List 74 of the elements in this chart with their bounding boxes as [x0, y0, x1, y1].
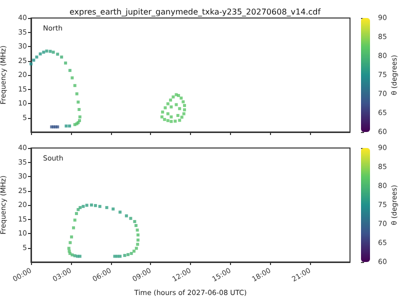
point [72, 226, 76, 230]
point [176, 114, 180, 117]
point [130, 252, 133, 255]
point [166, 102, 170, 106]
point [78, 108, 81, 111]
point [134, 246, 138, 250]
point [45, 50, 48, 53]
point [177, 94, 180, 98]
point [113, 254, 116, 258]
point [164, 106, 167, 110]
point [85, 204, 88, 207]
point [136, 228, 139, 232]
point [136, 238, 140, 242]
point [35, 56, 38, 59]
point [68, 241, 72, 244]
point [90, 204, 93, 206]
point [52, 50, 55, 54]
point [70, 235, 74, 238]
point [174, 103, 178, 106]
point [170, 115, 173, 118]
point [174, 120, 177, 123]
point [75, 92, 78, 96]
point [118, 210, 122, 214]
point [118, 254, 122, 258]
point [134, 224, 138, 228]
point [136, 233, 140, 236]
point [166, 119, 170, 122]
point [178, 107, 182, 110]
point [170, 120, 173, 123]
point [166, 112, 170, 116]
point [68, 124, 72, 128]
point [123, 254, 126, 257]
point [124, 214, 128, 218]
point [42, 50, 46, 54]
point [73, 218, 76, 222]
point [169, 98, 172, 102]
point [161, 110, 164, 114]
point [76, 100, 80, 104]
point [48, 50, 52, 53]
point [129, 216, 132, 220]
point [133, 220, 136, 224]
point [70, 76, 74, 80]
point [170, 105, 173, 108]
point [64, 62, 68, 65]
point [105, 206, 108, 210]
point [180, 116, 184, 119]
point [30, 62, 32, 66]
chart-title: expres_earth_jupiter_ganymede_txka-y235_20270608_v14.cdf [69, 8, 321, 16]
point [64, 124, 68, 128]
point [126, 253, 130, 256]
point [78, 115, 82, 118]
point [160, 115, 164, 118]
point [68, 68, 72, 72]
point [38, 52, 42, 56]
point [180, 96, 183, 100]
point [56, 52, 60, 56]
point [163, 118, 166, 121]
point [183, 104, 186, 107]
point [74, 212, 78, 216]
point [136, 242, 140, 246]
point [70, 253, 74, 256]
point [112, 207, 115, 210]
point [98, 204, 102, 208]
point [82, 204, 85, 208]
point [183, 108, 186, 112]
point [172, 95, 175, 98]
point [178, 118, 182, 122]
point [182, 100, 185, 104]
point [94, 204, 97, 208]
point [32, 58, 36, 62]
point [73, 84, 76, 88]
point [182, 112, 186, 116]
point [60, 56, 64, 59]
point [132, 250, 136, 253]
